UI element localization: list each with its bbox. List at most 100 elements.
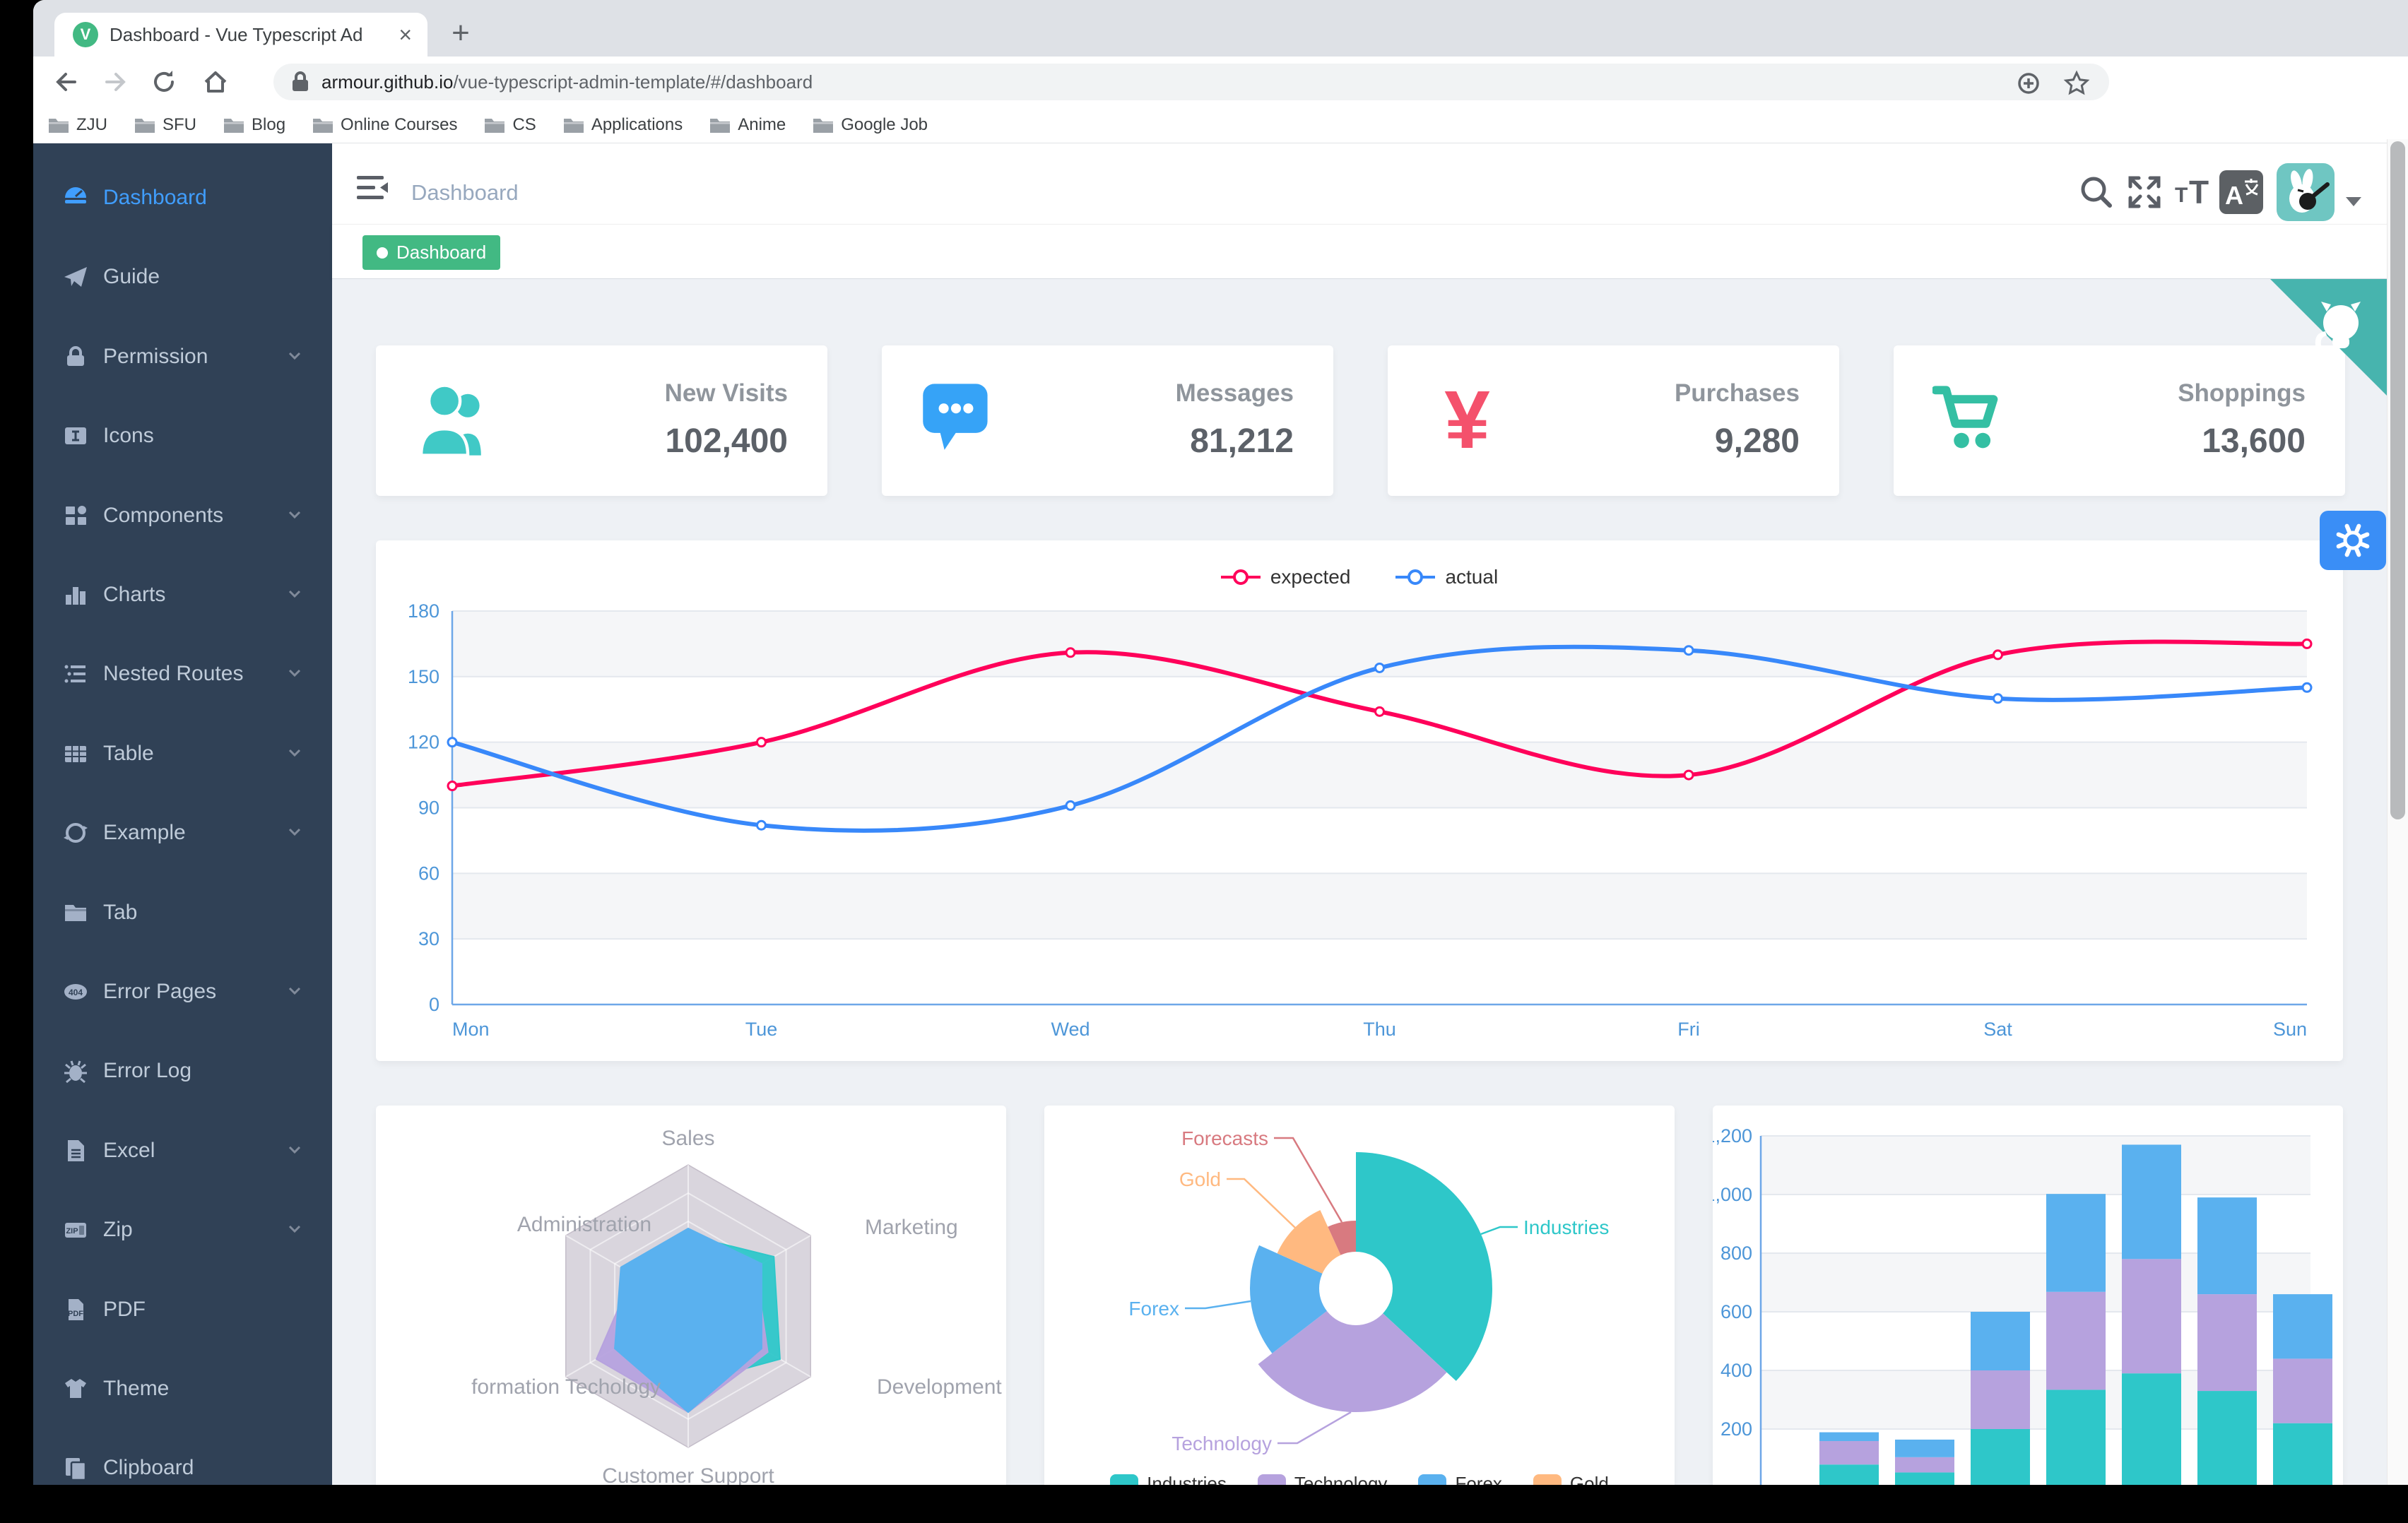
legend-item-actual[interactable]: actual: [1395, 566, 1498, 588]
svg-text:404: 404: [69, 988, 83, 997]
folder-icon: [710, 119, 731, 133]
404-icon: 404: [64, 984, 87, 1000]
tag-dashboard[interactable]: Dashboard: [362, 235, 501, 270]
svg-text:0: 0: [429, 994, 439, 1015]
sidebar-item-example[interactable]: Example: [33, 793, 332, 872]
sidebar-item-charts[interactable]: Charts: [33, 555, 332, 634]
svg-text:Forecasts: Forecasts: [1181, 1127, 1268, 1149]
lock-icon: [293, 71, 308, 91]
sidebar-item-table[interactable]: Table: [33, 714, 332, 793]
forward-icon[interactable]: [100, 66, 131, 97]
sidebar-item-dashboard[interactable]: Dashboard: [33, 158, 332, 237]
stat-card-new-visits[interactable]: New Visits 102,400: [376, 345, 827, 496]
sidebar: Dashboard Guide Permission Icons Components C…: [33, 143, 332, 1485]
sidebar-item-theme[interactable]: Theme: [33, 1349, 332, 1428]
svg-text:PDF: PDF: [68, 1310, 83, 1318]
translate-icon[interactable]: A: [2219, 170, 2263, 214]
svg-text:Forex: Forex: [1128, 1298, 1179, 1320]
paper-plane-icon: [64, 267, 87, 288]
sidebar-item-label: Charts: [103, 583, 166, 606]
radar-chart-card: Sales Marketing Development Customer Suppor…: [376, 1106, 1006, 1485]
tab-close-icon[interactable]: ×: [399, 22, 412, 47]
svg-text:60: 60: [418, 863, 439, 884]
svg-text:Wed: Wed: [1051, 1019, 1090, 1040]
stat-card-purchases[interactable]: ¥ Purchases 9,280: [1388, 345, 1839, 496]
bookmark-item[interactable]: Blog: [223, 115, 285, 135]
folder-icon: [65, 904, 86, 921]
excel-icon: [68, 1139, 84, 1161]
sidebar-item-tab[interactable]: Tab: [33, 873, 332, 952]
github-corner[interactable]: [2270, 279, 2387, 396]
stat-card-shoppings[interactable]: Shoppings 13,600: [1894, 345, 2345, 496]
stat-card-messages[interactable]: Messages 81,212: [882, 345, 1333, 496]
browser-tab[interactable]: V Dashboard - Vue Typescript Ad ×: [54, 13, 427, 57]
sidebar-collapse-icon[interactable]: [357, 176, 391, 200]
svg-text:120: 120: [408, 732, 439, 753]
new-tab-button[interactable]: +: [452, 16, 470, 50]
legend-label: actual: [1445, 566, 1499, 588]
people-icon: [415, 381, 496, 462]
url-bar[interactable]: armour.github.io/vue-typescript-admin-te…: [273, 64, 2109, 100]
url-path: /vue-typescript-admin-template/#/dashboa…: [453, 71, 813, 93]
fullscreen-icon[interactable]: [2125, 172, 2164, 212]
svg-text:Marketing: Marketing: [865, 1216, 958, 1239]
bookmark-label: Anime: [738, 115, 786, 134]
sidebar-item-label: Error Log: [103, 1059, 192, 1083]
pie-legend-item-industries[interactable]: Industries: [1110, 1473, 1227, 1485]
sidebar-item-zip[interactable]: ZIP Zip: [33, 1190, 332, 1269]
bookmark-item[interactable]: Google Job: [813, 115, 928, 135]
dashboard-icon: [65, 187, 86, 203]
chevron-down-icon: [288, 511, 301, 518]
bookmark-label: SFU: [163, 115, 196, 134]
sidebar-item-pdf[interactable]: PDF PDF: [33, 1270, 332, 1349]
svg-text:Development: Development: [877, 1375, 1002, 1399]
bookmark-star-icon[interactable]: [2062, 69, 2091, 97]
svg-text:200: 200: [1721, 1418, 1752, 1440]
bookmark-item[interactable]: Applications: [563, 115, 683, 135]
sidebar-item-nested-routes[interactable]: Nested Routes: [33, 634, 332, 713]
folder-icon: [813, 119, 834, 133]
pie-legend-item-technology[interactable]: Technology: [1257, 1473, 1387, 1485]
components-icon: [66, 505, 86, 525]
stat-value: 81,212: [1190, 422, 1294, 460]
sidebar-item-permission[interactable]: Permission: [33, 317, 332, 396]
legend-item-expected[interactable]: expected: [1220, 566, 1350, 588]
sidebar-item-error-log[interactable]: Error Log: [33, 1031, 332, 1110]
bookmark-item[interactable]: CS: [484, 115, 536, 135]
stat-label: Shoppings: [2178, 379, 2306, 407]
settings-gear-button[interactable]: [2320, 511, 2386, 570]
bookmark-item[interactable]: ZJU: [48, 115, 107, 135]
bookmark-item[interactable]: SFU: [134, 115, 196, 135]
sidebar-item-excel[interactable]: Excel: [33, 1111, 332, 1190]
tags-view-bar: Dashboard: [332, 225, 2408, 279]
bookmark-item[interactable]: Anime: [709, 115, 786, 135]
svg-text:formation Techology: formation Techology: [471, 1375, 661, 1399]
sidebar-item-components[interactable]: Components: [33, 476, 332, 555]
svg-text:T: T: [2175, 184, 2188, 207]
app-header: Dashboard T T A: [332, 143, 2408, 225]
text-size-icon[interactable]: T T: [2172, 172, 2212, 212]
stat-cards-row: New Visits 102,400 Messages 81,212 ¥ Purchase…: [376, 345, 2345, 496]
pie-legend-item-gold[interactable]: Gold: [1533, 1473, 1609, 1485]
avatar-dropdown-caret[interactable]: [2346, 197, 2361, 206]
bookmark-label: ZJU: [76, 115, 107, 134]
cart-icon: [1932, 381, 2014, 462]
stat-value: 9,280: [1714, 422, 1800, 460]
circle-plus-icon[interactable]: [2014, 69, 2043, 97]
sidebar-item-label: Dashboard: [103, 186, 207, 209]
home-icon[interactable]: [200, 66, 231, 97]
sidebar-item-error-pages[interactable]: 404 Error Pages: [33, 952, 332, 1031]
user-avatar[interactable]: [2277, 163, 2335, 221]
pie-legend-item-forex[interactable]: Forex: [1418, 1473, 1502, 1485]
scrollbar-thumb[interactable]: [2390, 141, 2405, 819]
back-icon[interactable]: [51, 66, 82, 97]
sidebar-item-label: Excel: [103, 1138, 155, 1162]
svg-text:800: 800: [1721, 1243, 1752, 1264]
search-icon[interactable]: [2077, 172, 2116, 212]
legend-label: Industries: [1147, 1473, 1227, 1485]
sidebar-item-guide[interactable]: Guide: [33, 237, 332, 316]
sidebar-item-clipboard[interactable]: Clipboard: [33, 1428, 332, 1485]
bookmark-item[interactable]: Online Courses: [312, 115, 457, 135]
reload-icon[interactable]: [148, 66, 179, 97]
sidebar-item-icons[interactable]: Icons: [33, 396, 332, 475]
